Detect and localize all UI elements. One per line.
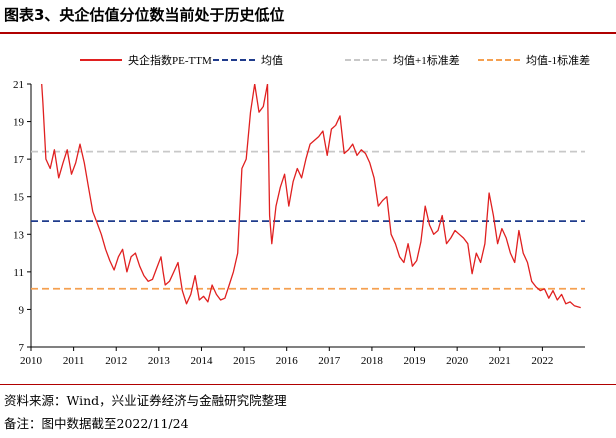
figure-title: 图表3、央企估值分位数当前处于历史低位: [4, 6, 285, 24]
axis-ticks: 7 9 11 13 15 17 19 21 2010 2011 2012 2013 2014 2015 20…: [13, 79, 553, 367]
chart-axes: [30, 84, 585, 348]
legend-item-plus-one-std: 均值+1标准差: [345, 53, 460, 67]
x-tick-label: 2017: [318, 355, 341, 367]
pe-ttm-series-line: [41, 84, 581, 309]
date-note: 备注：图中数据截至2022/11/24: [4, 416, 189, 431]
y-tick-label: 7: [19, 342, 25, 354]
y-tick-label: 9: [19, 304, 25, 316]
x-tick-label: 2018: [361, 355, 384, 367]
x-tick-label: 2011: [63, 355, 85, 367]
legend-item-minus-one-std: 均值-1标准差: [478, 53, 590, 67]
x-tick-label: 2015: [233, 355, 256, 367]
chart-series: [41, 84, 581, 309]
y-tick-label: 11: [13, 267, 24, 279]
y-tick-label: 19: [13, 117, 25, 129]
y-tick-label: 13: [13, 229, 25, 241]
y-tick-label: 17: [13, 154, 25, 166]
chart-legend: 央企指数PE-TTM 均值 均值+1标准差 均值-1标准差: [80, 53, 590, 67]
legend-label: 均值-1标准差: [526, 53, 590, 67]
x-tick-label: 2019: [404, 355, 427, 367]
x-tick-label: 2020: [446, 355, 469, 367]
y-tick-label: 15: [13, 192, 25, 204]
source-note: 资料来源：Wind，兴业证券经济与金融研究院整理: [4, 393, 287, 408]
footer-rule: [0, 384, 616, 385]
x-tick-label: 2022: [531, 355, 553, 367]
legend-label: 央企指数PE-TTM: [128, 53, 212, 67]
legend-label: 均值: [261, 54, 283, 67]
legend-item-mean: 均值: [213, 54, 283, 67]
pe-ttm-line-chart: 央企指数PE-TTM 均值 均值+1标准差 均值-1标准差 7 9 11 13 15 17 19 2…: [13, 53, 590, 367]
legend-item-pe-ttm: 央企指数PE-TTM: [80, 53, 212, 67]
x-tick-label: 2014: [190, 355, 213, 367]
x-tick-label: 2016: [276, 355, 299, 367]
x-tick-label: 2010: [20, 355, 43, 367]
title-rule: [0, 32, 616, 34]
x-tick-label: 2021: [489, 355, 511, 367]
x-tick-label: 2013: [148, 355, 171, 367]
y-tick-label: 21: [13, 79, 24, 91]
legend-label: 均值+1标准差: [393, 53, 460, 67]
x-tick-label: 2012: [105, 355, 127, 367]
